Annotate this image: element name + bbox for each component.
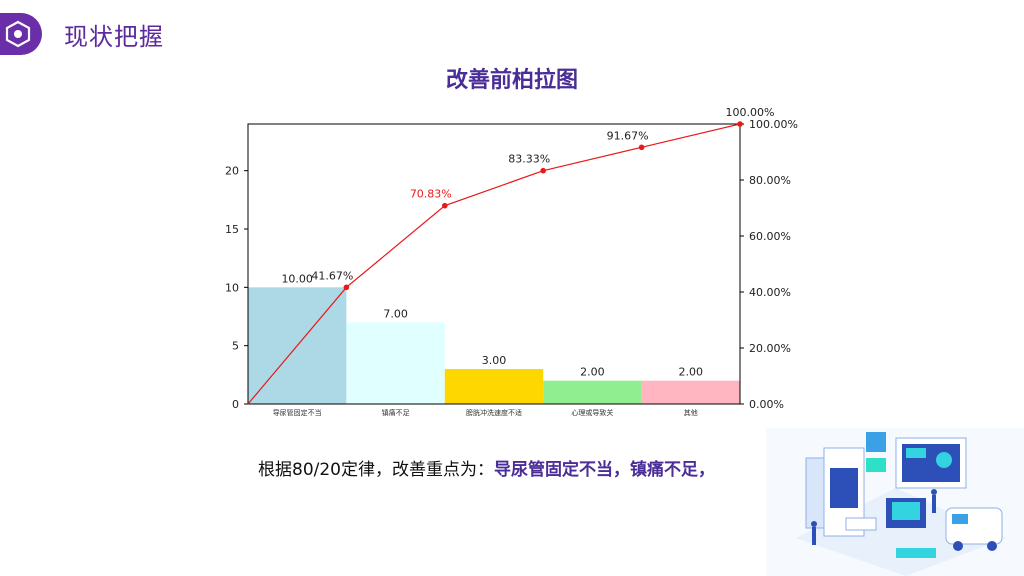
y-tick-label: 5: [232, 340, 239, 353]
y-tick-label: 20: [225, 165, 239, 178]
hexagon-badge-icon: [5, 20, 31, 48]
bar-value-label: 7.00: [383, 307, 408, 320]
cumulative-point: [442, 202, 448, 209]
y2-tick-label: 60.00%: [749, 230, 791, 243]
conclusion-highlight: 导尿管固定不当，镇痛不足，: [494, 460, 715, 480]
cumulative-point: [343, 284, 350, 291]
x-tick-label: 镇痛不足: [382, 408, 410, 417]
x-tick-label: 其他: [684, 408, 698, 417]
y2-tick-label: 100.00%: [749, 118, 798, 131]
bar: [641, 380, 740, 404]
conclusion-prefix: 根据80/20定律，改善重点为：: [258, 460, 494, 480]
y-tick-label: 10: [225, 281, 239, 294]
bar-value-label: 2.00: [679, 366, 704, 379]
cumulative-line: [247, 123, 741, 405]
y2-tick-label: 40.00%: [749, 286, 791, 299]
conclusion-text: 根据80/20定律，改善重点为：导尿管固定不当，镇痛不足，: [258, 455, 715, 480]
medical-tech-illustration: [766, 428, 1024, 576]
bar-value-label: 10.00: [281, 272, 313, 285]
y2-tick-label: 80.00%: [749, 174, 791, 187]
cumulative-label: 100.00%: [726, 106, 775, 119]
bar: [444, 369, 544, 404]
y2-tick-label: 0.00%: [749, 398, 784, 411]
cumulative-label: 41.67%: [311, 269, 353, 282]
cumulative-point: [737, 121, 743, 127]
bar: [543, 380, 642, 404]
x-tick-label: 心理或导致关: [571, 408, 613, 417]
cumulative-label: 70.83%: [410, 188, 452, 201]
plot-frame: [247, 123, 741, 405]
y-tick-label: 0: [232, 398, 239, 411]
chart-title: 改善前柏拉图: [445, 68, 578, 93]
x-tick-label: 导尿管固定不当: [273, 408, 322, 417]
y2-tick-label: 20.00%: [749, 342, 791, 355]
cumulative-label: 91.67%: [607, 129, 649, 142]
bar-value-label: 2.00: [580, 366, 605, 379]
y-tick-label: 15: [225, 223, 239, 236]
page-title: 现状把握: [64, 23, 164, 51]
header-tab: [0, 13, 42, 55]
cumulative-point: [540, 167, 546, 174]
cumulative-label: 83.33%: [508, 153, 550, 166]
cumulative-point: [638, 144, 645, 151]
x-tick-label: 膀胱冲洗速度不适: [466, 408, 522, 417]
bar-value-label: 3.00: [482, 354, 507, 367]
bar: [346, 322, 445, 404]
